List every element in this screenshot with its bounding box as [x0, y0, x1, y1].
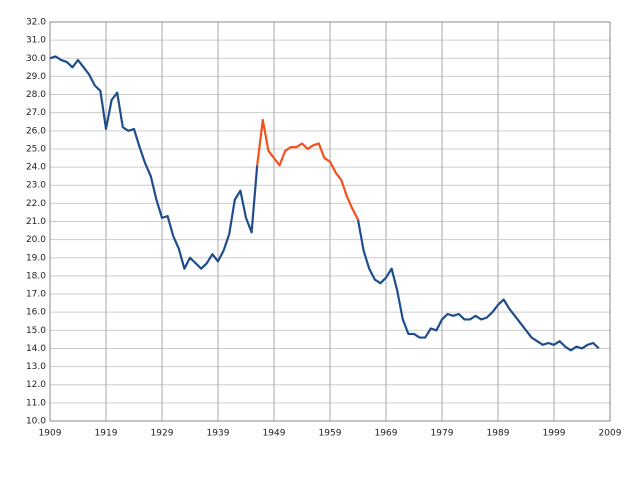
y-tick-label: 32.0 [26, 18, 46, 28]
y-tick-label: 26.0 [26, 126, 46, 136]
y-tick-label: 22.0 [26, 199, 46, 209]
x-tick-label: 1959 [319, 429, 342, 439]
y-tick-label: 23.0 [26, 181, 46, 191]
y-tick-label: 21.0 [26, 217, 46, 227]
x-tick-label: 1969 [375, 429, 398, 439]
y-tick-label: 14.0 [26, 344, 46, 354]
x-tick-label: 1919 [95, 429, 118, 439]
data-line [256, 118, 359, 221]
x-tick-label: 1939 [207, 429, 230, 439]
x-tick-label: 1949 [263, 429, 286, 439]
y-tick-label: 25.0 [26, 144, 46, 154]
plot-frame [49, 21, 611, 422]
x-tick-label: 1979 [431, 429, 454, 439]
y-tick-label: 18.0 [26, 271, 46, 281]
x-tick-label: 1999 [543, 429, 566, 439]
y-tick-label: 20.0 [26, 235, 46, 245]
y-tick-label: 28.0 [26, 90, 46, 100]
y-tick-label: 15.0 [26, 326, 46, 336]
y-tick-label: 13.0 [26, 362, 46, 372]
y-tick-label: 16.0 [26, 308, 46, 318]
y-tick-label: 31.0 [26, 36, 46, 46]
x-tick-label: 2009 [599, 429, 622, 439]
y-tick-label: 19.0 [26, 253, 46, 263]
y-tick-label: 10.0 [26, 417, 46, 427]
x-tick-label: 1929 [151, 429, 174, 439]
y-tick-label: 30.0 [26, 54, 46, 64]
y-tick-label: 27.0 [26, 108, 46, 118]
x-tick-label: 1909 [39, 429, 62, 439]
x-tick-label: 1989 [487, 429, 510, 439]
y-tick-label: 12.0 [26, 380, 46, 390]
y-tick-label: 11.0 [26, 398, 46, 408]
data-line [49, 55, 600, 352]
y-tick-label: 24.0 [26, 163, 46, 173]
y-tick-label: 17.0 [26, 290, 46, 300]
y-tick-label: 29.0 [26, 72, 46, 82]
